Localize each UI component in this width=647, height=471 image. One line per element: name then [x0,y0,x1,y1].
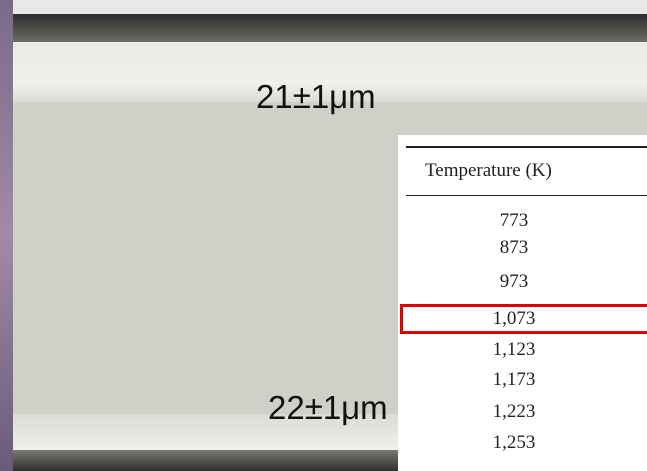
top-thickness-label: 21±1μm [256,78,376,116]
bottom-thickness-label: 22±1μm [268,389,388,427]
top-chrome [13,0,647,15]
table-cell: 1,173 [398,369,630,391]
table-header-rule [406,195,647,196]
table-header: Temperature (K) [425,160,552,182]
table-cell: 1,123 [398,339,630,361]
highlight-box [400,304,647,334]
table-top-rule [406,146,647,148]
table-cell: 773 [398,210,630,232]
table-cell: 973 [398,271,630,293]
table-cell: 1,223 [398,401,630,423]
table-cell: 1,253 [398,432,630,454]
table-cell: 873 [398,237,630,259]
left-strip [0,0,13,471]
micrograph-screenshot: 21±1μm 22±1μm Temperature (K) 773 873 973 1… [0,0,647,471]
top-dark-band [13,14,647,42]
